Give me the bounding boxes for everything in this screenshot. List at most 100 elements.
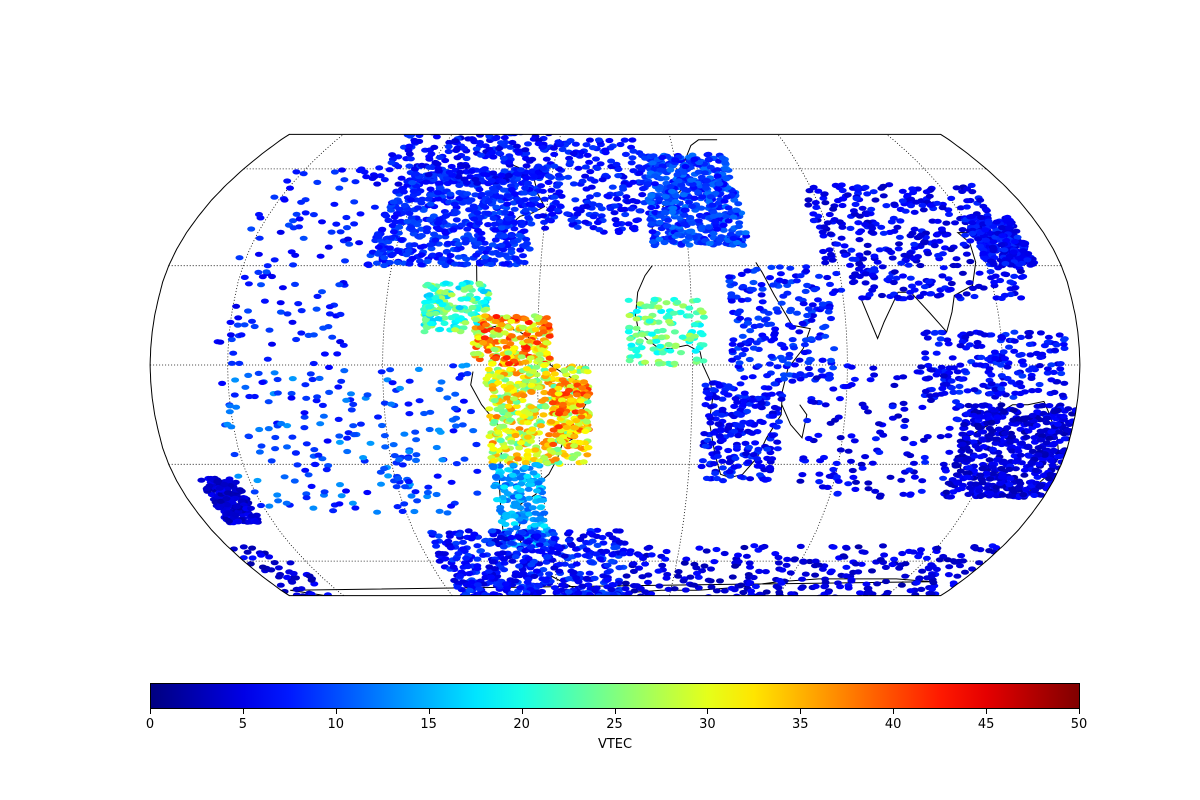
vtec-point (773, 446, 782, 452)
vtec-point (711, 470, 720, 476)
vtec-point (818, 301, 827, 307)
vtec-point (500, 339, 509, 345)
vtec-point (980, 332, 989, 338)
vtec-point (491, 227, 500, 233)
vtec-point (736, 412, 745, 418)
vtec-point (399, 189, 408, 195)
vtec-point (1043, 415, 1052, 421)
vtec-point (485, 191, 494, 197)
vtec-point (756, 472, 764, 478)
vtec-point (491, 355, 500, 362)
vtec-point (584, 445, 593, 451)
vtec-point (431, 310, 440, 317)
vtec-point (901, 208, 910, 214)
vtec-point (738, 333, 747, 339)
vtec-point (986, 476, 995, 482)
vtec-point (585, 159, 594, 165)
vtec-point (713, 173, 722, 179)
vtec-point (424, 172, 433, 178)
vtec-point (541, 396, 549, 402)
vtec-point (1035, 461, 1044, 467)
vtec-point (530, 174, 539, 180)
coastline (781, 404, 808, 439)
vtec-point (963, 388, 972, 394)
vtec-point (1010, 329, 1019, 335)
vtec-point (569, 424, 578, 431)
vtec-point (883, 277, 892, 283)
vtec-point (798, 320, 807, 326)
vtec-point (660, 239, 669, 246)
vtec-point (488, 361, 496, 367)
vtec-point (893, 294, 902, 300)
vtec-point (1049, 442, 1058, 448)
vtec-point (230, 392, 239, 398)
vtec-point (496, 507, 504, 513)
vtec-point (791, 373, 800, 379)
vtec-point (624, 297, 633, 303)
vtec-point (751, 440, 760, 446)
vtec-point (1005, 225, 1014, 231)
vtec-point (374, 414, 382, 420)
vtec-point (758, 419, 767, 425)
vtec-point (280, 474, 289, 480)
vtec-point (585, 137, 594, 143)
vtec-point (535, 351, 544, 357)
vtec-point (463, 226, 472, 232)
vtec-point (951, 220, 959, 226)
vtec-point (772, 424, 781, 430)
vtec-point (746, 286, 755, 292)
vtec-point (434, 316, 443, 322)
vtec-point (452, 217, 461, 223)
vtec-point (516, 117, 524, 122)
vtec-point (434, 121, 442, 126)
vtec-point (407, 215, 416, 221)
vtec-point (499, 423, 508, 429)
vtec-point (511, 191, 519, 197)
vtec-point (457, 118, 465, 123)
vtec-point (403, 218, 412, 225)
vtec-point (828, 290, 837, 296)
vtec-point (927, 291, 936, 297)
vtec-point (906, 275, 915, 281)
vtec-point (527, 404, 536, 410)
vtec-point (849, 208, 858, 214)
vtec-point (423, 119, 431, 124)
vtec-point (514, 493, 523, 499)
vtec-point (655, 219, 664, 226)
vtec-point (787, 306, 795, 312)
vtec-point (964, 402, 973, 409)
vtec-point (1000, 271, 1009, 277)
vtec-point (544, 125, 552, 130)
vtec-point (387, 235, 396, 241)
vtec-point (543, 124, 551, 129)
vtec-point (386, 245, 394, 251)
vtec-point (958, 227, 967, 233)
vtec-point (804, 202, 813, 208)
vtec-point (910, 241, 919, 247)
vtec-point (986, 258, 995, 264)
vtec-point (706, 194, 715, 200)
vtec-point (779, 372, 788, 378)
vtec-point (952, 185, 961, 191)
vtec-point (566, 159, 575, 165)
vtec-point (547, 187, 556, 193)
vtec-point (625, 324, 634, 330)
vtec-point (843, 192, 852, 198)
vtec-point (612, 161, 621, 167)
vtec-point (480, 335, 489, 341)
vtec-point (1028, 261, 1037, 267)
vtec-point (997, 295, 1006, 301)
vtec-point (554, 391, 563, 397)
vtec-point (507, 333, 516, 339)
vtec-point (450, 201, 459, 207)
vtec-point (827, 357, 835, 363)
vtec-point (406, 156, 415, 162)
vtec-point (988, 428, 997, 434)
vtec-point (1047, 429, 1056, 435)
vtec-point (441, 262, 450, 269)
vtec-point (668, 188, 676, 194)
vtec-point (825, 211, 834, 218)
vtec-point (506, 366, 515, 372)
vtec-point (773, 309, 782, 315)
vtec-point (431, 125, 439, 130)
